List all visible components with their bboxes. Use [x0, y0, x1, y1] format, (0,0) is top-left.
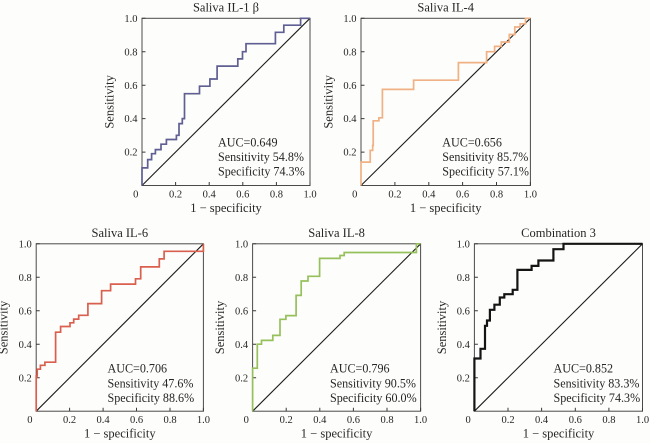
svg-text:Specificity 74.3%: Specificity 74.3%: [554, 391, 641, 405]
svg-text:AUC=0.649: AUC=0.649: [218, 135, 278, 149]
svg-text:0: 0: [244, 415, 249, 426]
svg-text:1.0: 1.0: [303, 189, 316, 200]
svg-text:0: 0: [27, 415, 32, 426]
svg-text:0.4: 0.4: [535, 415, 549, 426]
svg-text:1.0: 1.0: [19, 239, 32, 250]
svg-text:0.6: 0.6: [124, 81, 137, 92]
svg-text:0.4: 0.4: [203, 189, 217, 200]
svg-text:Specificity 57.1%: Specificity 57.1%: [442, 165, 529, 179]
svg-text:Sensitivity 85.7%: Sensitivity 85.7%: [442, 150, 528, 164]
svg-text:1.0: 1.0: [457, 239, 470, 250]
svg-text:0.6: 0.6: [569, 415, 582, 426]
svg-text:1.0: 1.0: [636, 415, 649, 426]
svg-text:AUC=0.706: AUC=0.706: [108, 362, 168, 376]
svg-text:0.2: 0.2: [457, 373, 470, 384]
svg-text:Sensitivity: Sensitivity: [322, 74, 336, 128]
svg-text:0.4: 0.4: [124, 114, 138, 125]
svg-text:1 − specificity: 1 − specificity: [84, 427, 156, 441]
svg-text:0.4: 0.4: [313, 415, 327, 426]
svg-text:Combination 3: Combination 3: [521, 226, 596, 240]
svg-text:1 − specificity: 1 − specificity: [190, 201, 262, 215]
svg-text:Sensitivity: Sensitivity: [435, 300, 449, 354]
svg-text:0.8: 0.8: [380, 415, 393, 426]
svg-text:1.0: 1.0: [343, 14, 356, 25]
svg-text:Specificity 74.3%: Specificity 74.3%: [218, 165, 305, 179]
svg-text:1 − specificity: 1 − specificity: [301, 427, 373, 441]
svg-text:Saliva IL-1 β: Saliva IL-1 β: [193, 0, 259, 14]
svg-text:Specificity 88.6%: Specificity 88.6%: [108, 391, 195, 405]
svg-text:0.8: 0.8: [602, 415, 615, 426]
svg-text:Saliva IL-4: Saliva IL-4: [417, 0, 474, 14]
svg-text:0.2: 0.2: [235, 373, 248, 384]
svg-text:1.0: 1.0: [124, 14, 137, 25]
svg-text:0.8: 0.8: [457, 273, 470, 284]
svg-text:0.6: 0.6: [457, 306, 470, 317]
svg-text:0.2: 0.2: [124, 148, 137, 159]
svg-text:1.0: 1.0: [414, 415, 427, 426]
svg-text:0: 0: [465, 415, 470, 426]
svg-text:Sensitivity 54.8%: Sensitivity 54.8%: [218, 150, 304, 164]
svg-text:0.2: 0.2: [63, 415, 76, 426]
svg-text:0.8: 0.8: [163, 415, 176, 426]
svg-text:1 − specificity: 1 − specificity: [410, 201, 482, 215]
svg-text:0.4: 0.4: [235, 340, 249, 351]
svg-text:0: 0: [352, 189, 357, 200]
svg-text:0.2: 0.2: [19, 373, 32, 384]
svg-text:Sensitivity: Sensitivity: [103, 74, 117, 128]
svg-text:Sensitivity 47.6%: Sensitivity 47.6%: [108, 376, 194, 390]
svg-text:0: 0: [133, 189, 138, 200]
svg-text:0.2: 0.2: [343, 148, 356, 159]
svg-text:0.2: 0.2: [501, 415, 514, 426]
svg-text:0.8: 0.8: [270, 189, 283, 200]
svg-text:0.4: 0.4: [422, 189, 436, 200]
svg-text:0.6: 0.6: [235, 306, 248, 317]
svg-text:0.4: 0.4: [19, 340, 33, 351]
svg-text:0.6: 0.6: [343, 81, 356, 92]
svg-text:AUC=0.852: AUC=0.852: [554, 362, 614, 376]
svg-text:0.8: 0.8: [235, 273, 248, 284]
svg-text:0.6: 0.6: [456, 189, 469, 200]
svg-text:0.4: 0.4: [457, 340, 471, 351]
svg-text:0.8: 0.8: [343, 47, 356, 58]
svg-text:Saliva IL-6: Saliva IL-6: [92, 226, 149, 240]
svg-text:0.6: 0.6: [347, 415, 360, 426]
svg-text:1 − specificity: 1 − specificity: [523, 427, 595, 441]
svg-text:0.2: 0.2: [388, 189, 401, 200]
svg-text:1.0: 1.0: [235, 239, 248, 250]
svg-text:0.4: 0.4: [343, 114, 357, 125]
svg-text:1.0: 1.0: [197, 415, 210, 426]
svg-text:0.4: 0.4: [97, 415, 111, 426]
svg-text:0.6: 0.6: [130, 415, 143, 426]
svg-text:0.2: 0.2: [280, 415, 293, 426]
svg-text:Sensitivity 90.5%: Sensitivity 90.5%: [330, 376, 416, 390]
svg-text:Saliva IL-8: Saliva IL-8: [308, 226, 365, 240]
svg-text:Sensitivity: Sensitivity: [0, 300, 11, 354]
svg-text:0.6: 0.6: [236, 189, 249, 200]
svg-text:Sensitivity 83.3%: Sensitivity 83.3%: [554, 376, 640, 390]
svg-text:0.8: 0.8: [124, 47, 137, 58]
svg-text:1.0: 1.0: [524, 189, 537, 200]
svg-text:0.2: 0.2: [169, 189, 182, 200]
svg-text:AUC=0.656: AUC=0.656: [442, 135, 502, 149]
svg-text:Specificity 60.0%: Specificity 60.0%: [330, 391, 417, 405]
svg-text:0.6: 0.6: [19, 306, 32, 317]
svg-text:0.8: 0.8: [490, 189, 503, 200]
svg-text:AUC=0.796: AUC=0.796: [330, 362, 390, 376]
svg-text:Sensitivity: Sensitivity: [213, 300, 227, 354]
svg-text:0.8: 0.8: [19, 273, 32, 284]
